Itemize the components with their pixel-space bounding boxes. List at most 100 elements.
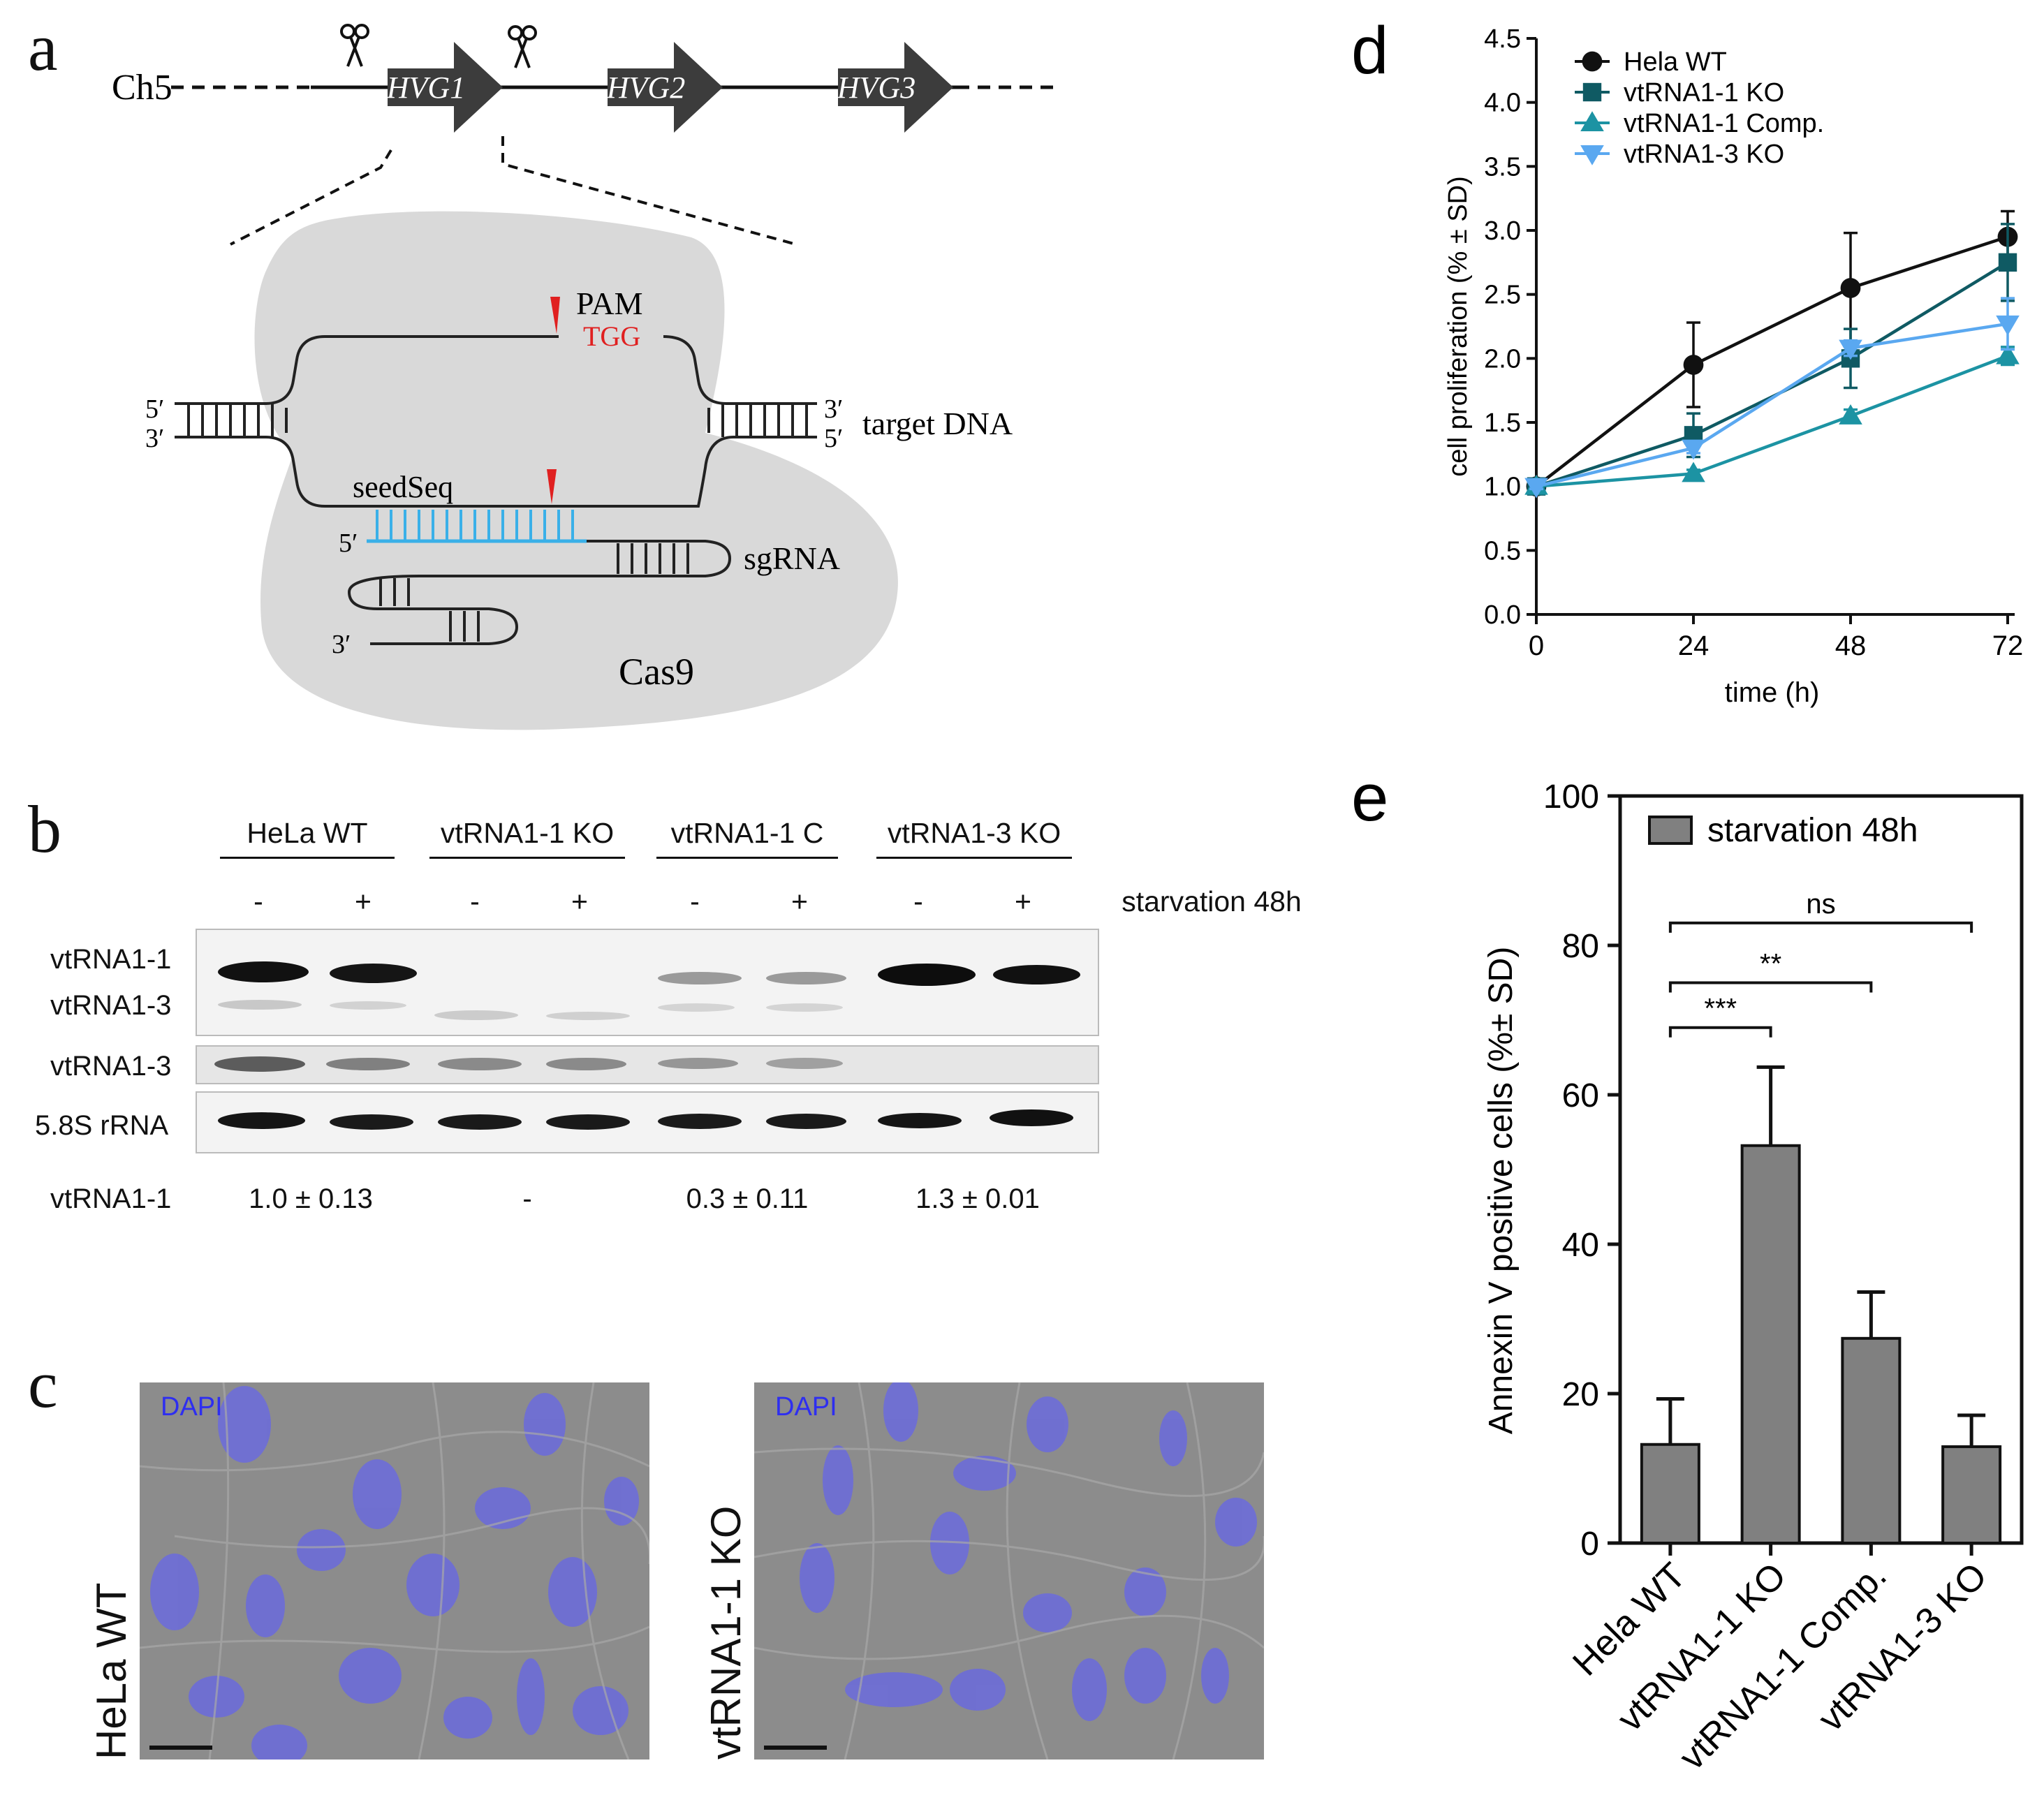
quantification-value: 0.3 ± 0.11 — [686, 1183, 809, 1214]
scale-bar — [764, 1746, 827, 1750]
quantification-value: - — [522, 1183, 532, 1214]
quantification-label: vtRNA1-1 — [50, 1183, 172, 1214]
target-dna-label: target DNA — [862, 406, 1013, 441]
y-tick-label: 0.0 — [1484, 600, 1521, 630]
gene-label: HVG1 — [386, 71, 465, 105]
lane-treatment: + — [571, 885, 588, 917]
lane-treatment: - — [253, 885, 263, 917]
y-tick-label: 40 — [1562, 1227, 1599, 1264]
legend-label: starvation 48h — [1707, 812, 1918, 849]
cut-site-marker-bottom — [547, 469, 557, 504]
panel-e-letter: e — [1351, 760, 1388, 835]
y-tick-label: 80 — [1562, 928, 1599, 965]
significance-bracket — [1668, 981, 1873, 993]
series-line — [1536, 260, 2009, 488]
bar — [1740, 1144, 1801, 1544]
five-prime-label: 5′ — [145, 394, 164, 424]
bar — [1941, 1445, 2002, 1544]
cas9-label: Cas9 — [619, 651, 694, 693]
panel-d-letter: d — [1351, 13, 1388, 88]
y-tick-label: 4.0 — [1484, 89, 1521, 118]
x-axis-title: time (h) — [1725, 677, 1820, 708]
starvation-condition-label: starvation 48h — [1122, 885, 1302, 917]
panel-a-diagram: Ch5 HVG1 HVG2 HVG3 Cas9 5′ 3′ 3′ 5′ — [112, 24, 1054, 730]
gene-arrow-hvg2: HVG2 — [606, 42, 723, 133]
blot-group-label: vtRNA1-1 KO — [429, 817, 625, 859]
legend-swatch — [1648, 816, 1693, 845]
significance-bracket — [1668, 1026, 1772, 1038]
data-point — [1839, 339, 1862, 360]
y-tick-label: 100 — [1543, 779, 1599, 816]
gene-label: HVG3 — [837, 71, 916, 105]
legend-label: vtRNA1-3 KO — [1624, 140, 1784, 169]
bar — [1640, 1443, 1700, 1545]
lane-treatment: + — [355, 885, 372, 917]
y-tick-label: 20 — [1562, 1376, 1599, 1413]
data-point — [1840, 278, 1861, 298]
legend-label: vtRNA1-1 KO — [1624, 78, 1784, 108]
legend-label: Hela WT — [1624, 47, 1727, 77]
blot-group-label: vtRNA1-3 KO — [876, 817, 1072, 859]
cas9-protein-shape — [254, 211, 898, 730]
y-tick-label: 0.5 — [1484, 536, 1521, 566]
sgrna-scaffold — [347, 540, 732, 645]
sgrna-label: sgRNA — [744, 540, 840, 576]
scale-bar — [149, 1746, 212, 1750]
dapi-stain-label: DAPI — [161, 1392, 223, 1422]
series-line — [1535, 235, 2008, 488]
bar — [1841, 1336, 1902, 1544]
lane-treatment: + — [1015, 885, 1031, 917]
cut-site-marker-top — [550, 297, 560, 334]
data-point — [1682, 462, 1705, 482]
scissors-icon — [508, 25, 537, 68]
scissors-icon — [340, 24, 369, 67]
y-axis-title: cell proliferation (% ± SD) — [1443, 176, 1473, 477]
lane-treatment: + — [791, 885, 808, 917]
five-prime-label: 5′ — [824, 424, 843, 453]
panel-c-letter: c — [28, 1347, 58, 1422]
x-tick-label: 24 — [1678, 630, 1710, 661]
series-line — [1536, 354, 2008, 488]
y-tick-label: 3.0 — [1484, 216, 1521, 246]
y-tick-label: 60 — [1562, 1077, 1599, 1114]
pam-sequence: TGG — [583, 320, 640, 352]
series-line — [1536, 322, 2008, 488]
blot-row-label: vtRNA1-1 — [50, 944, 172, 975]
y-tick-label: 2.0 — [1484, 344, 1521, 374]
microscopy-image-label: vtRNA1-1 KO — [703, 1505, 749, 1760]
series-vtrna1-1-comp-: vtRNA1-1 Comp. — [1524, 109, 2020, 495]
three-prime-label: 3′ — [145, 424, 164, 453]
gene-label: HVG2 — [606, 71, 685, 105]
data-point — [1524, 478, 1548, 499]
x-tick-label: 48 — [1835, 630, 1867, 661]
pam-label: PAM — [576, 286, 642, 321]
gene-arrow-hvg1: HVG1 — [386, 42, 503, 133]
microscopy-image-vtrna1-1-ko: DAPI — [754, 1382, 1264, 1760]
blot-row-label: vtRNA1-3 — [50, 990, 172, 1021]
lane-treatment: - — [690, 885, 700, 917]
significance-label: *** — [1704, 994, 1737, 1024]
blot-image-5-8s-rrna — [196, 1091, 1099, 1153]
quantification-value: 1.3 ± 0.01 — [916, 1183, 1040, 1214]
plot-frame — [1618, 794, 2024, 1545]
y-tick-label: 2.5 — [1484, 281, 1521, 310]
data-point — [1998, 253, 2017, 272]
data-point — [1580, 111, 1604, 131]
gene-arrow-hvg3: HVG3 — [837, 42, 953, 133]
data-point — [1582, 51, 1603, 72]
series-vtrna1-3-ko: vtRNA1-3 KO — [1524, 140, 2020, 499]
microscopy-image-hela-wt: DAPI — [140, 1382, 649, 1760]
lane-treatment: - — [913, 885, 923, 917]
three-prime-label: 3′ — [824, 394, 843, 424]
x-tick-label: 72 — [1992, 630, 2024, 661]
proliferation-line-chart: d 0.0 0.5 1.0 1.5 2.0 2.5 3.0 3.5 4.0 4.5 0 24 48 72 ti… — [1351, 13, 2024, 708]
microscopy-image-label: HeLa WT — [88, 1582, 135, 1760]
dapi-stain-label: DAPI — [775, 1392, 837, 1422]
data-point — [1839, 404, 1862, 425]
blot-group-label: HeLa WT — [220, 817, 395, 859]
significance-label: ** — [1760, 949, 1781, 980]
y-tick-label: 1.5 — [1484, 408, 1521, 438]
data-point — [1996, 315, 2020, 336]
blot-group-label: vtRNA1-1 C — [656, 817, 838, 859]
quantification-value: 1.0 ± 0.13 — [249, 1183, 373, 1214]
